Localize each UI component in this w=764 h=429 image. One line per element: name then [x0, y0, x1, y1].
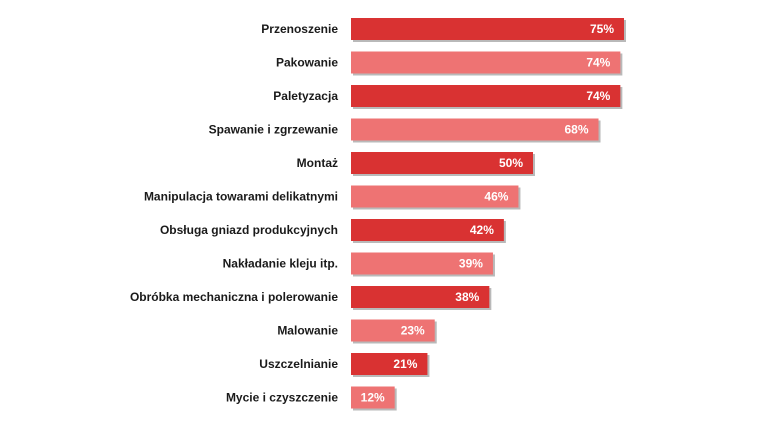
bar-1 [351, 51, 621, 74]
category-label-9: Malowanie [277, 324, 338, 338]
value-label-7: 39% [459, 257, 483, 271]
bar-8 [351, 286, 490, 308]
bar-7 [351, 252, 493, 275]
value-label-11: 12% [361, 391, 385, 405]
value-label-0: 75% [590, 22, 614, 36]
bar-11 [351, 386, 395, 409]
category-label-0: Przenoszenie [261, 22, 338, 36]
value-label-6: 42% [470, 223, 494, 237]
bar-6 [351, 219, 504, 241]
category-label-1: Pakowanie [276, 56, 338, 70]
value-label-4: 50% [499, 156, 523, 170]
category-label-6: Obsługa gniazd produkcyjnych [160, 223, 338, 237]
bar-0 [351, 18, 624, 40]
category-label-5: Manipulacja towarami delikatnymi [144, 190, 338, 204]
category-label-2: Paletyzacja [273, 89, 338, 103]
value-label-1: 74% [586, 56, 610, 70]
value-label-2: 74% [586, 89, 610, 103]
value-label-9: 23% [401, 324, 425, 338]
bar-4 [351, 152, 533, 174]
value-label-5: 46% [484, 190, 508, 204]
category-label-11: Mycie i czyszczenie [226, 391, 338, 405]
value-label-3: 68% [564, 123, 588, 137]
bar-9 [351, 319, 435, 342]
value-label-10: 21% [393, 357, 417, 371]
bar-10 [351, 353, 428, 375]
category-label-4: Montaż [297, 156, 338, 170]
category-label-10: Uszczelnianie [259, 357, 338, 371]
category-label-7: Nakładanie kleju itp. [223, 257, 338, 271]
bar-5 [351, 185, 519, 208]
value-label-8: 38% [455, 290, 479, 304]
bar-2 [351, 85, 621, 107]
bar-3 [351, 118, 599, 141]
category-label-8: Obróbka mechaniczna i polerowanie [130, 290, 338, 304]
category-label-3: Spawanie i zgrzewanie [209, 123, 339, 137]
